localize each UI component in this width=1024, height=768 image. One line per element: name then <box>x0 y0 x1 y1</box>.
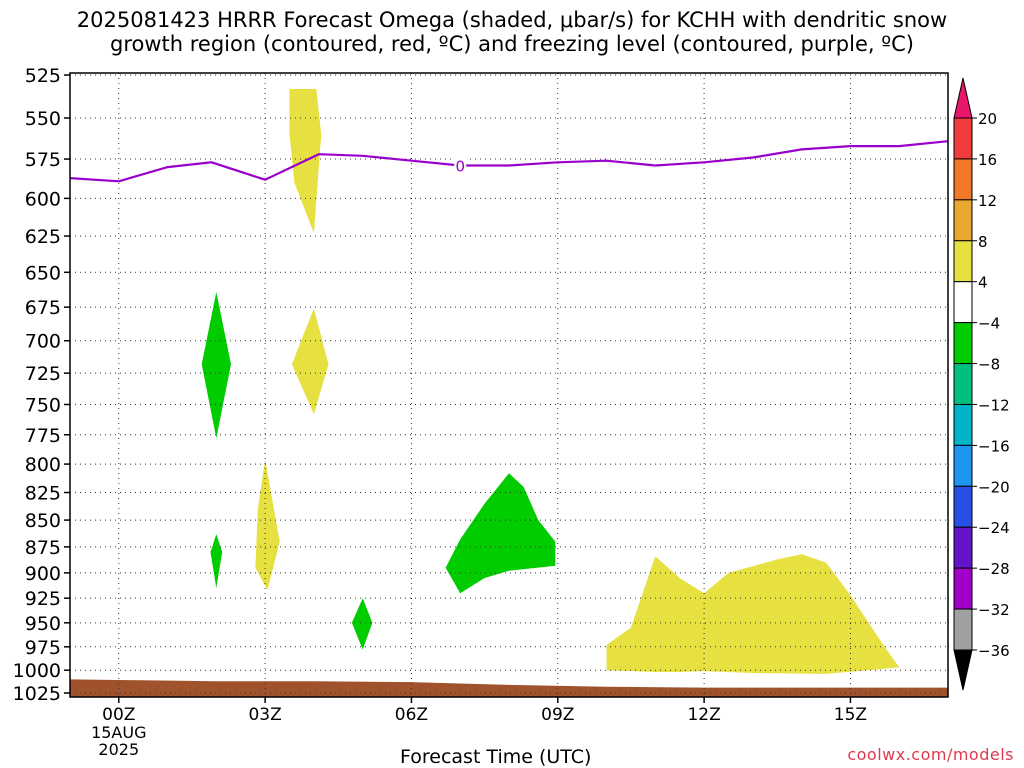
ground-layer <box>70 679 948 697</box>
omega-positive-region-1 <box>291 308 329 415</box>
colorbar-label: −12 <box>978 396 1010 414</box>
y-tick-label: 525 <box>25 65 61 87</box>
omega-negative-region-4 <box>201 292 231 439</box>
colorbar-label: 20 <box>978 110 997 128</box>
freezing-level-label-bg <box>454 156 467 174</box>
colorbar: 20 16 12 8 4 −4 −8 −12 −16 −20 −24 −28 −32 −36 <box>953 77 1010 691</box>
colorbar-segment <box>953 158 973 201</box>
colorbar-label: −20 <box>978 478 1010 496</box>
x-tick-sublabel: 2025 <box>98 740 139 759</box>
freezing-level-line <box>69 140 949 183</box>
colorbar-segment <box>953 608 973 651</box>
colorbar-segment <box>953 281 973 324</box>
colorbar-label: 4 <box>978 274 988 292</box>
x-tick-label: 03Z <box>248 705 281 725</box>
axes: 525 550 575 600 625 650 675 700 725 750 775 800 825 8… <box>13 65 949 759</box>
y-tick-label: 800 <box>25 454 61 476</box>
colorbar-label: 8 <box>978 233 988 251</box>
colorbar-segment <box>953 240 973 283</box>
y-tick-label: 625 <box>25 226 61 248</box>
y-tick-label: 950 <box>25 613 61 635</box>
freezing-level: 0 <box>69 140 949 183</box>
y-tick-label: 825 <box>25 483 61 505</box>
y-tick-label: 550 <box>25 108 61 130</box>
grid <box>70 73 948 697</box>
freezing-level-label: 0 <box>455 157 465 175</box>
y-tick-label: 700 <box>25 331 61 353</box>
colorbar-segment <box>953 403 973 446</box>
colorbar-segment <box>953 485 973 528</box>
colorbar-segment <box>953 117 973 160</box>
colorbar-label: 16 <box>978 151 997 169</box>
y-tick-label: 600 <box>25 188 61 210</box>
colorbar-label: −8 <box>978 356 1000 374</box>
omega-negative-region-7 <box>445 473 556 594</box>
colorbar-segment <box>953 444 973 487</box>
colorbar-label: −36 <box>978 642 1010 660</box>
y-tick-label: 925 <box>25 588 61 610</box>
y-tick-label: 725 <box>25 363 61 385</box>
x-tick-label: 06Z <box>395 705 428 725</box>
colorbar-label: −28 <box>978 560 1010 578</box>
colorbar-top-arrow <box>953 77 973 119</box>
y-tick-label: 575 <box>25 149 61 171</box>
colorbar-segment <box>953 322 973 365</box>
title-line-1: 2025081423 HRRR Forecast Omega (shaded, … <box>76 8 948 32</box>
title-line-2: growth region (contoured, red, ºC) and f… <box>110 32 914 56</box>
x-axis-label: Forecast Time (UTC) <box>400 746 592 768</box>
colorbar-segment <box>953 363 973 405</box>
y-tick-label: 775 <box>25 425 61 447</box>
ground-surface <box>70 679 948 697</box>
y-tick-label: 1025 <box>13 683 61 705</box>
colorbar-label: −16 <box>978 437 1010 455</box>
y-tick-label: 675 <box>25 297 61 319</box>
colorbar-segment <box>953 567 973 610</box>
colorbar-segment <box>953 199 973 242</box>
y-tick-label: 650 <box>25 262 61 284</box>
x-tick-label: 12Z <box>687 705 720 725</box>
colorbar-segment <box>953 526 973 569</box>
x-tick-label: 00Z <box>102 705 135 725</box>
y-tick-label: 750 <box>25 394 61 416</box>
colorbar-label: −4 <box>978 315 1000 333</box>
colorbar-label: −24 <box>978 519 1010 537</box>
omega-negative-region-6 <box>351 598 373 650</box>
y-tick-label: 1000 <box>13 660 61 682</box>
y-tick-label: 875 <box>25 537 61 559</box>
y-tick-label: 900 <box>25 563 61 585</box>
x-tick-label: 15Z <box>834 705 867 725</box>
colorbar-label: 12 <box>978 192 997 210</box>
x-tick-sublabel: 15AUG <box>91 723 146 742</box>
omega-negative-region-5 <box>210 534 223 589</box>
y-tick-label: 975 <box>25 637 61 659</box>
colorbar-bottom-arrow <box>953 649 973 691</box>
site-credit[interactable]: coolwx.com/models <box>847 745 1014 764</box>
colorbar-label: −32 <box>978 601 1010 619</box>
chart-title: 2025081423 HRRR Forecast Omega (shaded, … <box>0 8 1024 56</box>
x-tick-label: 09Z <box>541 705 574 725</box>
omega-positive-region-2 <box>255 459 280 591</box>
omega-positive-region-3 <box>606 554 900 674</box>
omega-regions <box>201 89 900 674</box>
plot-frame <box>69 72 949 698</box>
y-tick-label: 850 <box>25 510 61 532</box>
